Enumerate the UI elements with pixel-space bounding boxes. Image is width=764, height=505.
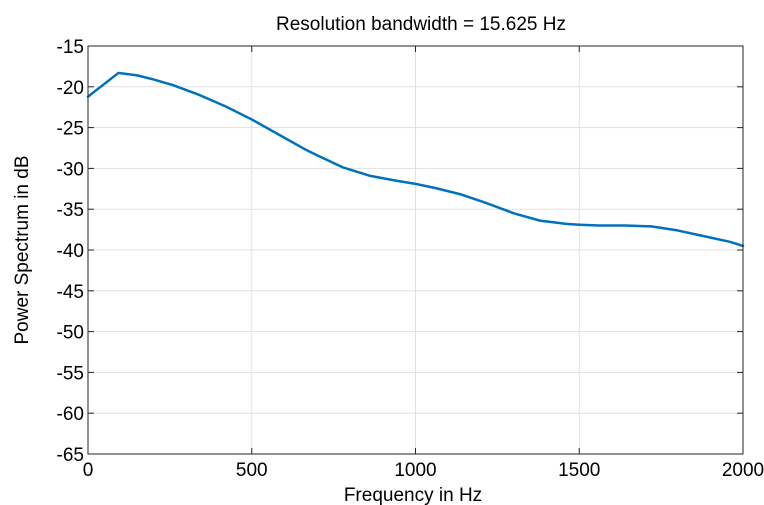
x-axis-label: Frequency in Hz [344,485,482,505]
y-tick-label: -50 [57,323,84,344]
y-axis-label: Power Spectrum in dB [12,155,33,344]
y-tick-label: -20 [57,78,84,99]
y-tick-label: -65 [57,445,84,466]
x-tick-labels: 0 500 1000 1500 2000 [83,460,764,481]
y-tick-labels: -15 -20 -25 -30 -35 -40 -45 -50 -55 -60 -65 [57,37,84,466]
x-tick-label: 0 [83,460,94,481]
x-tick-label: 1000 [394,460,436,481]
x-tick-label: 2000 [722,460,764,481]
y-tick-label: -15 [57,37,84,58]
y-tick-label: -45 [57,282,84,303]
y-tick-label: -60 [57,404,84,425]
series-line [86,71,745,248]
y-tick-label: -25 [57,119,84,140]
y-tick-label: -55 [57,363,84,384]
ticks [87,45,744,455]
x-tick-label: 1500 [558,460,600,481]
y-tick-label: -40 [57,241,84,262]
chart-title: Resolution bandwidth = 15.625 Hz [276,14,566,35]
y-tick-label: -35 [57,200,84,221]
y-tick-label: -30 [57,159,84,180]
plot-area [86,45,745,455]
x-tick-label: 500 [236,460,268,481]
